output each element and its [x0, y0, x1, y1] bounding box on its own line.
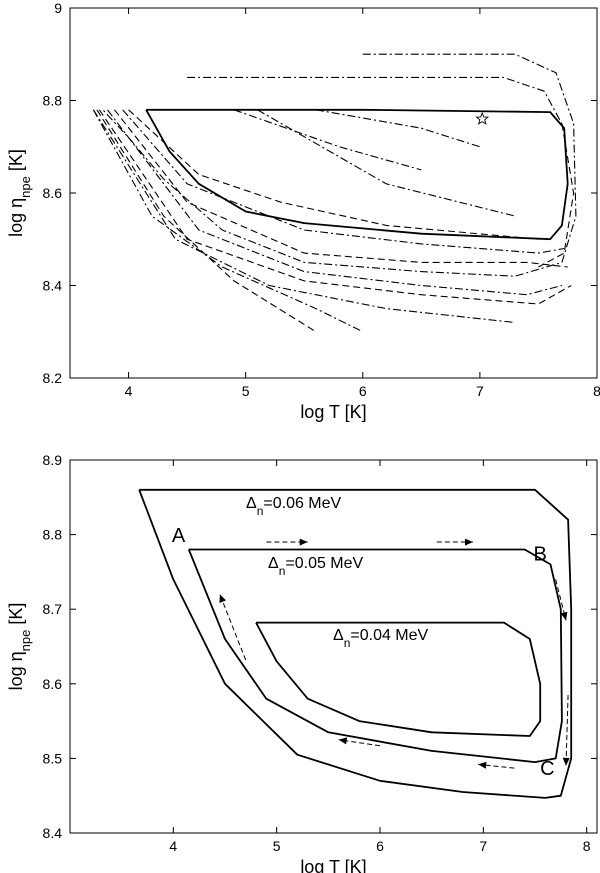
x-tick-label: 6 — [359, 383, 367, 399]
annotation-value: =0.04 MeV — [350, 627, 428, 644]
series-line-3 — [255, 621, 542, 737]
series-line-12 — [98, 109, 572, 305]
flow-arrowhead-2 — [465, 538, 473, 546]
annotation-value: =0.06 MeV — [263, 495, 341, 512]
series-line-1 — [145, 108, 569, 241]
y-axis-label-main: log η — [6, 651, 26, 690]
series-line-14 — [96, 109, 317, 333]
series-line-2 — [187, 548, 563, 763]
series-line-2 — [102, 53, 577, 277]
series-group — [138, 488, 573, 799]
y-tick-label: 8.2 — [43, 370, 63, 386]
series-line-11 — [107, 109, 563, 296]
x-axis-label: log T [K] — [300, 402, 366, 422]
series-line-9 — [122, 109, 565, 254]
annotation-delta: Δ — [268, 555, 279, 572]
series-line-15 — [92, 109, 364, 333]
point-label-c: C — [540, 758, 554, 780]
point-label-b: B — [533, 544, 546, 566]
y-tick-label: 8.6 — [43, 185, 63, 201]
flow-arrowhead-5 — [478, 761, 487, 769]
x-tick-label: 8 — [593, 383, 600, 399]
x-axis-label: log T [K] — [300, 857, 366, 873]
plot-frame — [69, 7, 598, 379]
y-tick-label: 8.4 — [43, 278, 63, 294]
y-tick-label: 8.8 — [43, 93, 63, 109]
series-annotation-3: Δn=0.04 MeV — [333, 627, 429, 650]
y-axis-label-unit: [K] — [6, 603, 26, 630]
flow-arrow-5 — [478, 763, 515, 769]
series-line-6 — [233, 109, 422, 171]
annotation-subscript: n — [257, 504, 264, 518]
annotation-delta: Δ — [333, 627, 344, 644]
series-line-8 — [128, 109, 539, 240]
y-tick-label: 8.5 — [43, 750, 63, 766]
y-axis-label-subscript: npe — [18, 176, 33, 198]
series-line-4 — [538, 123, 575, 268]
x-tick-label: 7 — [479, 838, 487, 854]
y-axis-label: log ηnpe [K] — [6, 603, 33, 691]
annotation-value: =0.05 MeV — [285, 555, 363, 572]
series-line-5 — [315, 109, 481, 148]
x-tick-label: 4 — [125, 383, 133, 399]
series-line-10 — [114, 109, 568, 268]
flow-arrowhead-7 — [219, 594, 226, 603]
y-axis-label-unit: [K] — [6, 149, 26, 176]
top-panel-chart: 4 5 6 7 8 8.2 8.4 8.6 8.8 9 log T [K] log ηnpe [K] — [6, 0, 600, 422]
flow-arrowhead-3 — [560, 611, 568, 621]
series-line-3 — [187, 76, 565, 129]
x-tick-label: 6 — [376, 838, 384, 854]
y-tick-label: 8.8 — [43, 527, 63, 543]
annotation-subscript: n — [279, 564, 286, 578]
series-line-1 — [138, 488, 573, 799]
series-line-7 — [257, 109, 516, 217]
y-tick-label: 8.7 — [43, 601, 63, 617]
x-tick-label: 4 — [169, 838, 177, 854]
y-tick-label: 9 — [54, 0, 62, 16]
annotation-subscript: n — [344, 636, 351, 650]
plot-frame — [69, 459, 598, 834]
y-tick-label: 8.6 — [43, 676, 63, 692]
series-line-13 — [92, 109, 516, 324]
flow-arrowhead-4 — [562, 757, 570, 766]
x-tick-label: 7 — [476, 383, 484, 399]
series-group — [92, 53, 577, 333]
y-tick-label: 8.4 — [43, 825, 63, 841]
y-axis-label-subscript: npe — [18, 630, 33, 652]
flow-arrow-7 — [219, 594, 247, 661]
bottom-panel-chart: 4 5 6 7 8 8.4 8.5 8.6 8.7 8.8 8.9 log T [K] log ηnpe… — [6, 452, 598, 873]
y-axis-label: log ηnpe [K] — [6, 149, 33, 237]
flow-arrowhead-6 — [338, 737, 348, 745]
x-tick-label: 5 — [273, 838, 281, 854]
series-annotation-1: Δn=0.06 MeV — [246, 495, 342, 518]
y-tick-label: 8.9 — [43, 452, 63, 468]
point-label-a: A — [172, 525, 186, 547]
series-annotation-2: Δn=0.05 MeV — [268, 555, 364, 578]
flow-arrowhead-1 — [299, 538, 308, 546]
y-axis-label-main: log η — [6, 198, 26, 237]
star-marker — [475, 111, 490, 125]
x-tick-label: 8 — [583, 838, 591, 854]
flow-arrow-4 — [565, 694, 569, 766]
x-tick-label: 5 — [242, 383, 250, 399]
annotation-delta: Δ — [246, 495, 257, 512]
